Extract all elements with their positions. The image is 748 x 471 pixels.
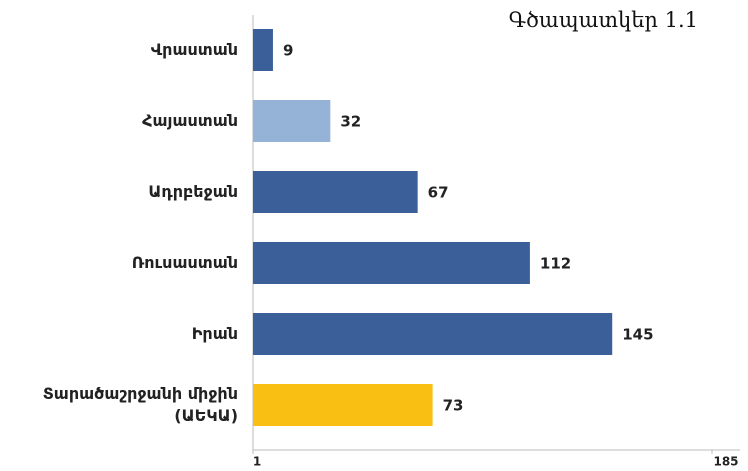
value-label: 73 xyxy=(443,397,464,415)
bar xyxy=(253,242,530,284)
value-label: 9 xyxy=(283,42,293,60)
bar xyxy=(253,171,418,213)
category-label: Վրաստան xyxy=(150,40,238,59)
category-label: Ռուսաստան xyxy=(131,253,238,272)
value-label: 67 xyxy=(428,184,449,202)
category-label: Ադրբեջան xyxy=(148,182,238,201)
category-label: Տարածաշրջանի միջին (ԱԵԿԱ) xyxy=(42,384,238,425)
category-label: Հայաստան xyxy=(142,111,238,130)
chart-title: Գծապատկեր 1.1 xyxy=(508,8,698,32)
bar xyxy=(253,29,273,71)
x-tick-label: 185 xyxy=(713,455,738,469)
value-label: 32 xyxy=(340,113,361,131)
bar xyxy=(253,100,331,142)
bar xyxy=(253,313,613,355)
value-label: 112 xyxy=(540,255,571,273)
value-label: 145 xyxy=(622,326,653,344)
category-label: Իրան xyxy=(191,324,238,343)
x-tick-label: 1 xyxy=(253,455,261,469)
bar xyxy=(253,384,433,426)
